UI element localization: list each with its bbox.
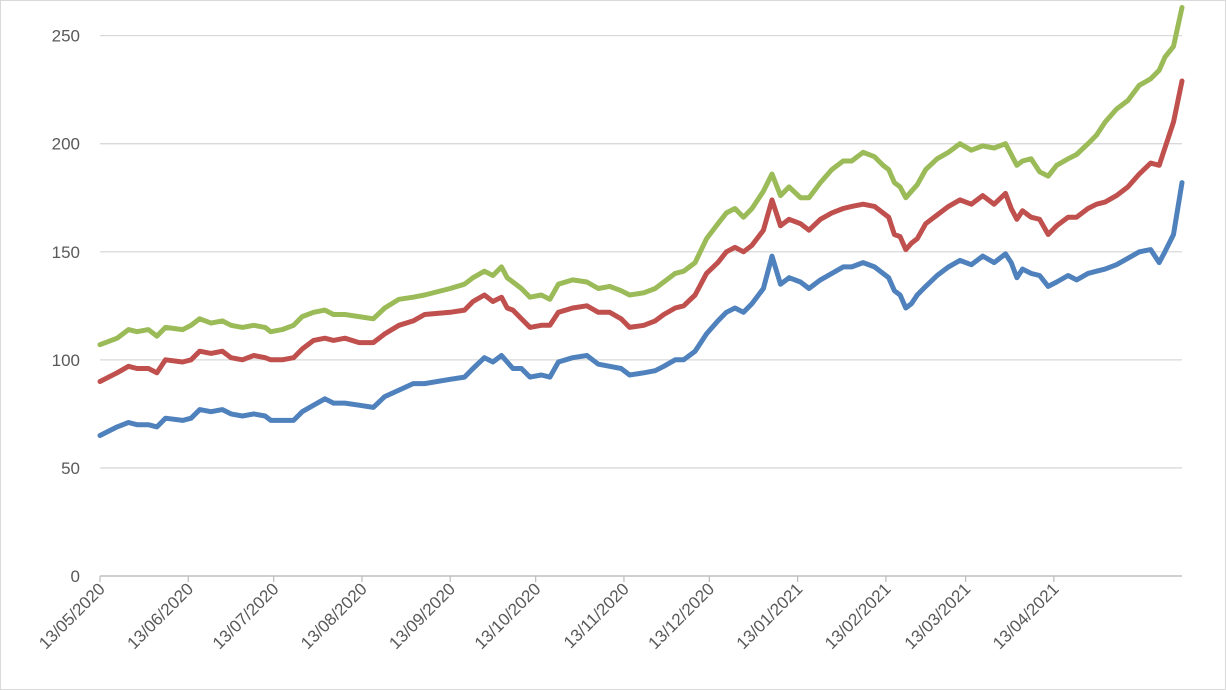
x-tick-label: 13/11/2020 [560,579,633,652]
y-tick-label: 50 [61,459,80,478]
x-tick-label: 13/03/2021 [901,579,975,653]
x-tick-label: 13/08/2020 [297,579,371,653]
x-axis [99,575,1182,582]
x-tick-label: 13/04/2021 [989,579,1063,653]
y-tick-label: 250 [52,27,80,46]
x-tick-label: 13/05/2020 [35,579,109,653]
series-line-3 [97,180,1185,438]
x-tick-label: 13/02/2021 [821,579,895,653]
gridlines [100,34,1182,469]
x-tick-label: 13/06/2020 [123,579,197,653]
x-tick-label: 13/01/2021 [733,579,807,653]
series-line-2 [97,78,1185,384]
y-tick-label: 150 [52,243,80,262]
y-axis-tick-labels: 0 50 100 150 200 250 [52,27,80,586]
y-tick-label: 200 [52,135,80,154]
series-lines [97,5,1185,438]
x-tick-label: 13/07/2020 [209,579,283,653]
y-tick-label: 100 [52,351,80,370]
x-tick-label: 13/12/2020 [645,579,719,653]
x-tick-label: 13/10/2020 [471,579,545,653]
x-axis-tick-labels: 13/05/2020 13/06/2020 13/07/2020 13/08/2020… [35,579,1062,653]
x-tick-label: 13/09/2020 [385,579,459,653]
series-line-1 [97,5,1185,348]
y-tick-label: 0 [71,567,80,586]
